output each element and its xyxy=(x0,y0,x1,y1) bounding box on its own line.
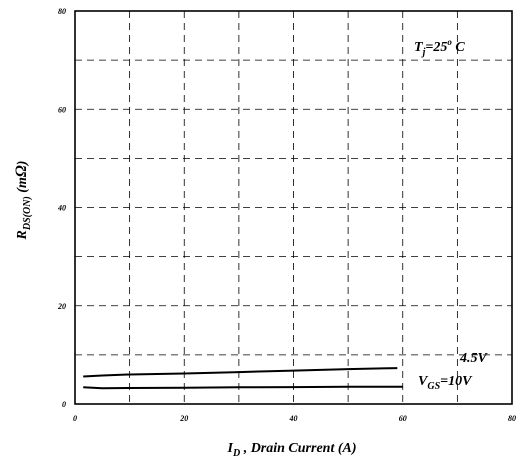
y-tick-labels: 0 20 40 60 80 xyxy=(57,7,66,409)
x-tick-labels: 0 20 40 60 80 xyxy=(73,414,516,423)
tj-sub: j xyxy=(421,47,426,58)
series-lines xyxy=(83,367,403,390)
x-label-main: I xyxy=(227,441,234,456)
x-label-rest: , Drain Current (A) xyxy=(240,441,356,456)
y-tick-label: 20 xyxy=(57,302,66,311)
y-label-close: ) xyxy=(15,161,30,168)
x-tick-label: 40 xyxy=(289,414,298,423)
tj-unit: C xyxy=(452,40,466,55)
series-label-4-5v: 4.5V xyxy=(459,351,489,366)
series-label-vgs-10v: VGS=10V xyxy=(418,374,473,392)
vgs-rest: =10V xyxy=(440,374,473,389)
tj-main: T xyxy=(414,40,424,55)
y-label-sub: DS(ON) xyxy=(22,196,33,231)
tj-annotation: Tj=25o C xyxy=(414,37,465,58)
series-line-2 xyxy=(83,385,403,390)
x-tick-label: 20 xyxy=(179,414,188,423)
x-label-sub: D xyxy=(232,448,240,459)
grid xyxy=(75,11,512,404)
x-axis-label: ID , Drain Current (A) xyxy=(227,441,357,459)
x-tick-label: 80 xyxy=(508,414,516,423)
tj-sup: o xyxy=(447,37,452,47)
series-line-1 xyxy=(83,367,398,378)
y-tick-label: 60 xyxy=(58,105,66,114)
y-axis-label: RDS(ON) (mΩ) xyxy=(13,161,33,241)
vgs-main: V xyxy=(418,374,429,389)
x-tick-label: 60 xyxy=(399,414,407,423)
y-label-main: R xyxy=(15,230,30,240)
y-tick-label: 80 xyxy=(58,7,66,16)
y-tick-label: 0 xyxy=(62,400,66,409)
y-label-rest: (m xyxy=(15,177,30,196)
tj-rest: =25 xyxy=(425,40,447,55)
vgs-sub: GS xyxy=(427,381,440,392)
y-tick-label: 40 xyxy=(57,204,66,213)
y-label-omega: Ω xyxy=(13,165,30,177)
x-tick-label: 0 xyxy=(73,414,77,423)
